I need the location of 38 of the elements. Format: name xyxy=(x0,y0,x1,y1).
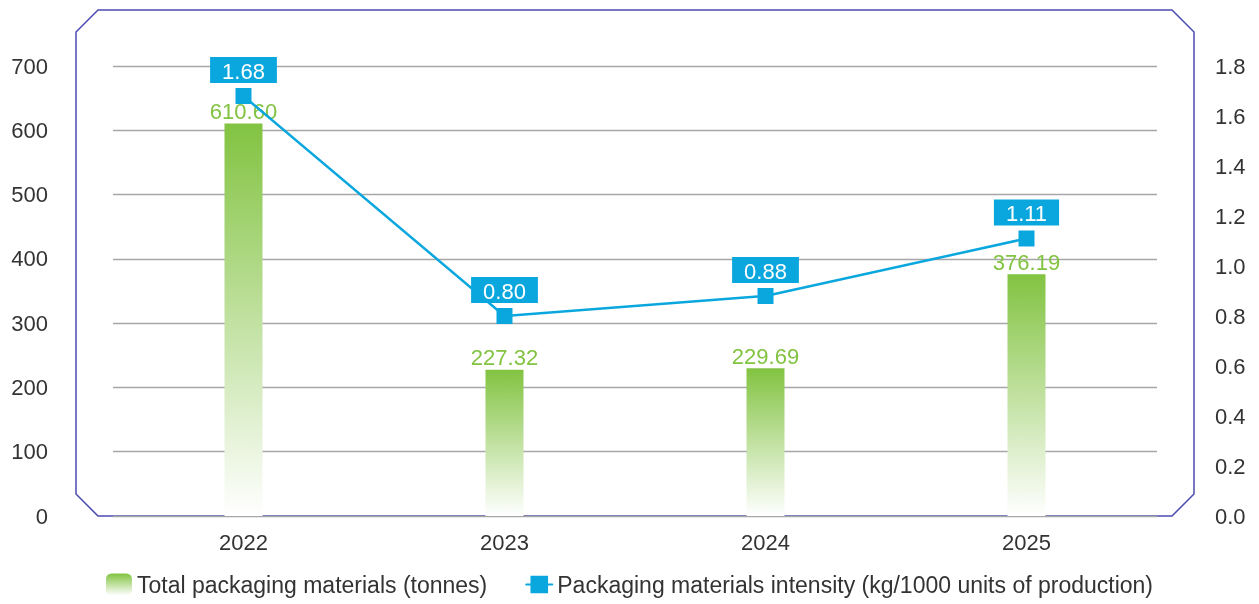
data-label: 376.19 xyxy=(992,249,1061,275)
y2-tick-label: 1.8 xyxy=(1215,53,1246,79)
data-label: 1.11 xyxy=(1005,201,1048,226)
x-tick-label: 2023 xyxy=(480,529,529,555)
legend-label: Total packaging materials (tonnes) xyxy=(136,571,488,598)
y2-tick-label: 0.4 xyxy=(1215,403,1246,429)
y2-tick-label: 1.2 xyxy=(1215,203,1246,229)
y-tick-label: 300 xyxy=(11,310,48,336)
y2-tick-label: 1.0 xyxy=(1215,253,1246,279)
bar xyxy=(485,369,524,516)
x-tick-label: 2022 xyxy=(219,529,268,555)
y-tick-label: 0 xyxy=(35,503,48,529)
data-label: 0.88 xyxy=(744,258,787,284)
x-tick-label: 2024 xyxy=(741,529,790,555)
y2-tick-label: 1.6 xyxy=(1215,103,1246,129)
bar xyxy=(224,123,263,516)
x-tick-label: 2025 xyxy=(1002,529,1051,555)
point xyxy=(1018,230,1035,247)
data-label: 229.69 xyxy=(731,343,800,369)
y-tick-label: 700 xyxy=(11,53,48,79)
data-label: 0.80 xyxy=(483,278,526,304)
y2-tick-label: 0.2 xyxy=(1215,453,1246,479)
y-tick-label: 600 xyxy=(11,117,48,143)
bar xyxy=(746,368,785,516)
y-tick-label: 500 xyxy=(11,182,48,208)
y2-tick-label: 0.8 xyxy=(1215,303,1246,329)
y2-tick-label: 0.6 xyxy=(1215,353,1246,379)
y-tick-label: 200 xyxy=(11,374,48,400)
point xyxy=(496,308,513,324)
data-label: 1.68 xyxy=(222,58,265,84)
bar xyxy=(1007,274,1046,516)
y-tick-label: 400 xyxy=(11,246,48,272)
y-tick-label: 100 xyxy=(11,439,48,465)
point xyxy=(757,288,774,304)
legend-label: Packaging materials intensity (kg/1000 units of production) xyxy=(557,571,1154,598)
y2-tick-label: 1.4 xyxy=(1215,153,1246,179)
y2-tick-label: 0.0 xyxy=(1215,503,1246,529)
data-label: 227.32 xyxy=(470,345,539,371)
